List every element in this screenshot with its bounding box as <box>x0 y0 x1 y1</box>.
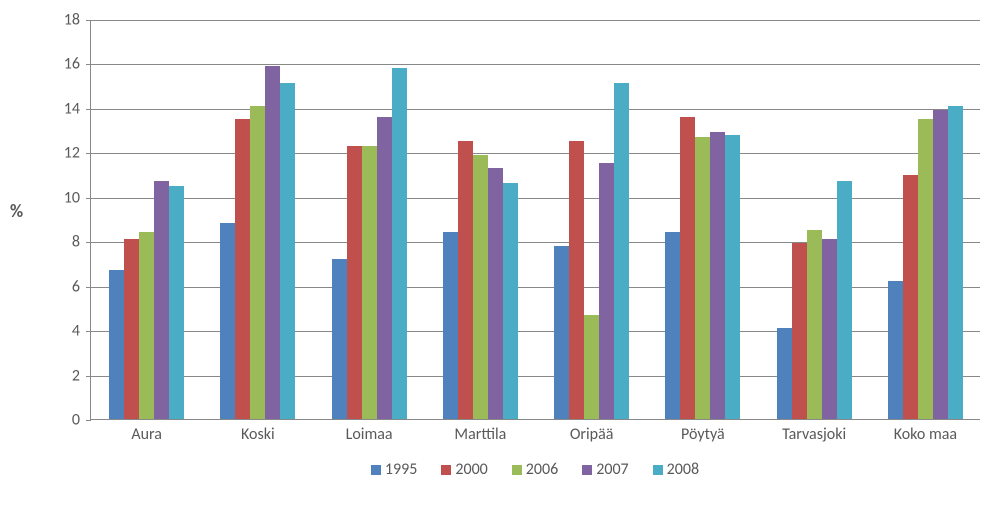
bar <box>265 66 280 419</box>
bar <box>888 281 903 419</box>
chart-container: % 0 2 4 6 8 10 12 14 16 18 AuraKoskiLoimaaMarttil… <box>0 0 1004 510</box>
legend-item: 2008 <box>653 460 699 479</box>
x-axis-label: Oripää <box>536 419 647 444</box>
bar-group: Pöytyä <box>647 20 758 419</box>
bar <box>124 239 139 419</box>
x-axis-label: Tarvasjoki <box>759 419 870 444</box>
legend-label: 2007 <box>596 460 628 479</box>
bar <box>169 186 184 419</box>
y-tick-label: 12 <box>40 144 80 163</box>
x-axis-label: Loimaa <box>314 419 425 444</box>
bar <box>554 246 569 419</box>
bar <box>777 328 792 419</box>
bar <box>680 117 695 419</box>
bar <box>710 132 725 419</box>
legend-swatch <box>441 465 451 475</box>
bar <box>250 106 265 419</box>
bar-group: Tarvasjoki <box>759 20 870 419</box>
x-axis-label: Koski <box>202 419 313 444</box>
bar <box>665 232 680 419</box>
bar <box>235 119 250 419</box>
bar <box>792 243 807 419</box>
bar <box>332 259 347 419</box>
y-tick-label: 18 <box>40 11 80 30</box>
bar <box>903 175 918 419</box>
legend-label: 2000 <box>455 460 487 479</box>
bar <box>695 137 710 419</box>
bar <box>154 181 169 419</box>
plot-area: AuraKoskiLoimaaMarttilaOripääPöytyäTarva… <box>90 20 980 420</box>
legend-item: 1995 <box>371 460 417 479</box>
x-axis-label: Koko maa <box>870 419 981 444</box>
bar <box>948 106 963 419</box>
bar <box>614 83 629 419</box>
bar <box>807 230 822 419</box>
bar <box>584 315 599 419</box>
bar <box>503 183 518 419</box>
x-axis-label: Marttila <box>425 419 536 444</box>
bar-group: Aura <box>91 20 202 419</box>
x-axis-label: Pöytyä <box>647 419 758 444</box>
bar <box>822 239 837 419</box>
legend-swatch <box>371 465 381 475</box>
y-tick-label: 2 <box>40 366 80 385</box>
bar <box>488 168 503 419</box>
y-tick-label: 16 <box>40 55 80 74</box>
bar <box>458 141 473 419</box>
bar-group: Koko maa <box>870 20 981 419</box>
y-tick-label: 4 <box>40 322 80 341</box>
bar-group: Marttila <box>425 20 536 419</box>
bar <box>569 141 584 419</box>
y-tick-label: 14 <box>40 99 80 118</box>
bar <box>443 232 458 419</box>
y-tick-label: 6 <box>40 277 80 296</box>
bar <box>139 232 154 419</box>
bar <box>280 83 295 419</box>
bar <box>109 270 124 419</box>
bar <box>473 155 488 419</box>
bar-group: Loimaa <box>314 20 425 419</box>
legend: 1995 2000 2006 2007 2008 <box>90 460 980 479</box>
legend-label: 2006 <box>526 460 558 479</box>
bar <box>392 68 407 419</box>
legend-label: 2008 <box>667 460 699 479</box>
bars-layer: AuraKoskiLoimaaMarttilaOripääPöytyäTarva… <box>91 20 980 419</box>
legend-item: 2006 <box>512 460 558 479</box>
y-axis-title: % <box>10 200 23 222</box>
legend-swatch <box>653 465 663 475</box>
bar <box>347 146 362 419</box>
legend-swatch <box>512 465 522 475</box>
bar-group: Koski <box>202 20 313 419</box>
legend-label: 1995 <box>385 460 417 479</box>
legend-item: 2007 <box>582 460 628 479</box>
bar <box>377 117 392 419</box>
bar <box>918 119 933 419</box>
legend-item: 2000 <box>441 460 487 479</box>
legend-swatch <box>582 465 592 475</box>
x-axis-label: Aura <box>91 419 202 444</box>
y-tick-label: 0 <box>40 411 80 430</box>
bar <box>725 135 740 419</box>
bar <box>220 223 235 419</box>
y-tick-label: 10 <box>40 188 80 207</box>
bar-group: Oripää <box>536 20 647 419</box>
bar <box>362 146 377 419</box>
bar <box>933 110 948 419</box>
bar <box>599 163 614 419</box>
y-tick-label: 8 <box>40 233 80 252</box>
bar <box>837 181 852 419</box>
